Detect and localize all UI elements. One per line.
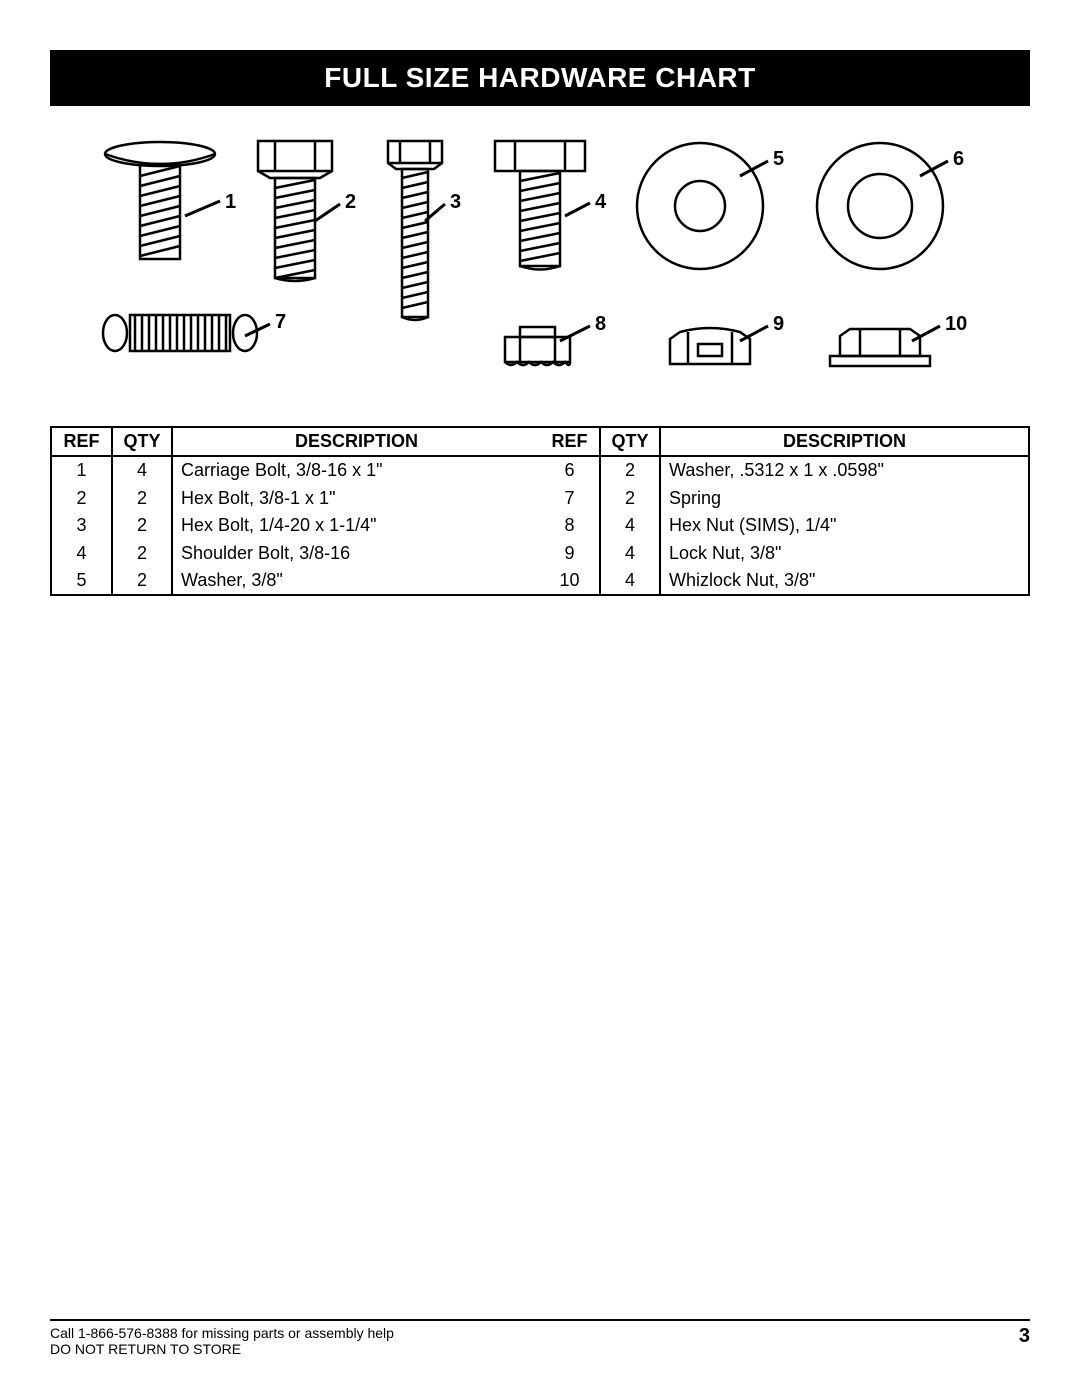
cell-ref: 2 xyxy=(52,485,112,512)
hw-label-9: 9 xyxy=(773,313,784,336)
table-row: 52Washer, 3/8" xyxy=(52,567,540,594)
cell-ref: 4 xyxy=(52,540,112,567)
cell-ref: 6 xyxy=(540,456,600,484)
hardware-table: REF QTY DESCRIPTION 14Carriage Bolt, 3/8… xyxy=(50,426,1030,596)
table-row: 72Spring xyxy=(540,485,1028,512)
hw-label-1: 1 xyxy=(225,191,236,214)
hw-hex-bolt-14-icon xyxy=(380,136,450,326)
cell-qty: 4 xyxy=(600,567,660,594)
th-desc: DESCRIPTION xyxy=(172,428,540,456)
hw-label-3: 3 xyxy=(450,191,461,214)
cell-qty: 2 xyxy=(112,567,172,594)
cell-desc: Washer, .5312 x 1 x .0598" xyxy=(660,456,1028,484)
hw-washer-5312-icon xyxy=(810,136,950,276)
cell-ref: 8 xyxy=(540,512,600,539)
hw-lock-nut-icon xyxy=(660,324,760,374)
th-ref: REF xyxy=(540,428,600,456)
footer-line-1: Call 1-866-576-8388 for missing parts or… xyxy=(50,1325,394,1341)
cell-qty: 4 xyxy=(600,512,660,539)
table-row: 42Shoulder Bolt, 3/8-16 xyxy=(52,540,540,567)
th-qty: QTY xyxy=(600,428,660,456)
hw-spring-icon xyxy=(100,311,265,356)
cell-desc: Hex Bolt, 1/4-20 x 1-1/4" xyxy=(172,512,540,539)
hw-hex-bolt-38-icon xyxy=(250,136,340,286)
hw-label-8: 8 xyxy=(595,313,606,336)
table-row: 84Hex Nut (SIMS), 1/4" xyxy=(540,512,1028,539)
page-number: 3 xyxy=(1019,1325,1030,1348)
footer-line-2: DO NOT RETURN TO STORE xyxy=(50,1341,394,1357)
cell-desc: Shoulder Bolt, 3/8-16 xyxy=(172,540,540,567)
th-qty: QTY xyxy=(112,428,172,456)
cell-ref: 10 xyxy=(540,567,600,594)
hw-hex-nut-sims-icon xyxy=(495,324,580,374)
cell-qty: 2 xyxy=(600,485,660,512)
table-left: REF QTY DESCRIPTION 14Carriage Bolt, 3/8… xyxy=(52,428,540,594)
cell-qty: 2 xyxy=(112,540,172,567)
th-desc: DESCRIPTION xyxy=(660,428,1028,456)
cell-ref: 9 xyxy=(540,540,600,567)
cell-desc: Whizlock Nut, 3/8" xyxy=(660,567,1028,594)
table-row: 22Hex Bolt, 3/8-1 x 1" xyxy=(52,485,540,512)
cell-desc: Hex Nut (SIMS), 1/4" xyxy=(660,512,1028,539)
th-ref: REF xyxy=(52,428,112,456)
cell-desc: Washer, 3/8" xyxy=(172,567,540,594)
hw-whizlock-nut-icon xyxy=(825,324,935,374)
table-row: 62Washer, .5312 x 1 x .0598" xyxy=(540,456,1028,484)
table-row: 104Whizlock Nut, 3/8" xyxy=(540,567,1028,594)
hw-label-10: 10 xyxy=(945,313,967,336)
cell-desc: Carriage Bolt, 3/8-16 x 1" xyxy=(172,456,540,484)
hw-washer-38-icon xyxy=(630,136,770,276)
hw-label-7: 7 xyxy=(275,311,286,334)
page-footer: Call 1-866-576-8388 for missing parts or… xyxy=(50,1319,1030,1357)
hardware-diagram: 1 2 3 4 5 6 7 8 9 10 xyxy=(50,136,1030,406)
cell-desc: Lock Nut, 3/8" xyxy=(660,540,1028,567)
cell-desc: Hex Bolt, 3/8-1 x 1" xyxy=(172,485,540,512)
cell-qty: 2 xyxy=(112,485,172,512)
cell-qty: 2 xyxy=(112,512,172,539)
table-row: 94Lock Nut, 3/8" xyxy=(540,540,1028,567)
table-right: REF QTY DESCRIPTION 62Washer, .5312 x 1 … xyxy=(540,428,1028,594)
table-row: 14Carriage Bolt, 3/8-16 x 1" xyxy=(52,456,540,484)
hw-label-5: 5 xyxy=(773,148,784,171)
table-row: 32Hex Bolt, 1/4-20 x 1-1/4" xyxy=(52,512,540,539)
cell-qty: 4 xyxy=(600,540,660,567)
hw-carriage-bolt-icon xyxy=(100,136,220,266)
hw-label-6: 6 xyxy=(953,148,964,171)
hw-shoulder-bolt-icon xyxy=(490,136,590,276)
cell-qty: 4 xyxy=(112,456,172,484)
cell-qty: 2 xyxy=(600,456,660,484)
hw-label-4: 4 xyxy=(595,191,606,214)
hw-label-2: 2 xyxy=(345,191,356,214)
cell-ref: 7 xyxy=(540,485,600,512)
cell-desc: Spring xyxy=(660,485,1028,512)
cell-ref: 5 xyxy=(52,567,112,594)
cell-ref: 3 xyxy=(52,512,112,539)
cell-ref: 1 xyxy=(52,456,112,484)
page-title: FULL SIZE HARDWARE CHART xyxy=(50,50,1030,106)
